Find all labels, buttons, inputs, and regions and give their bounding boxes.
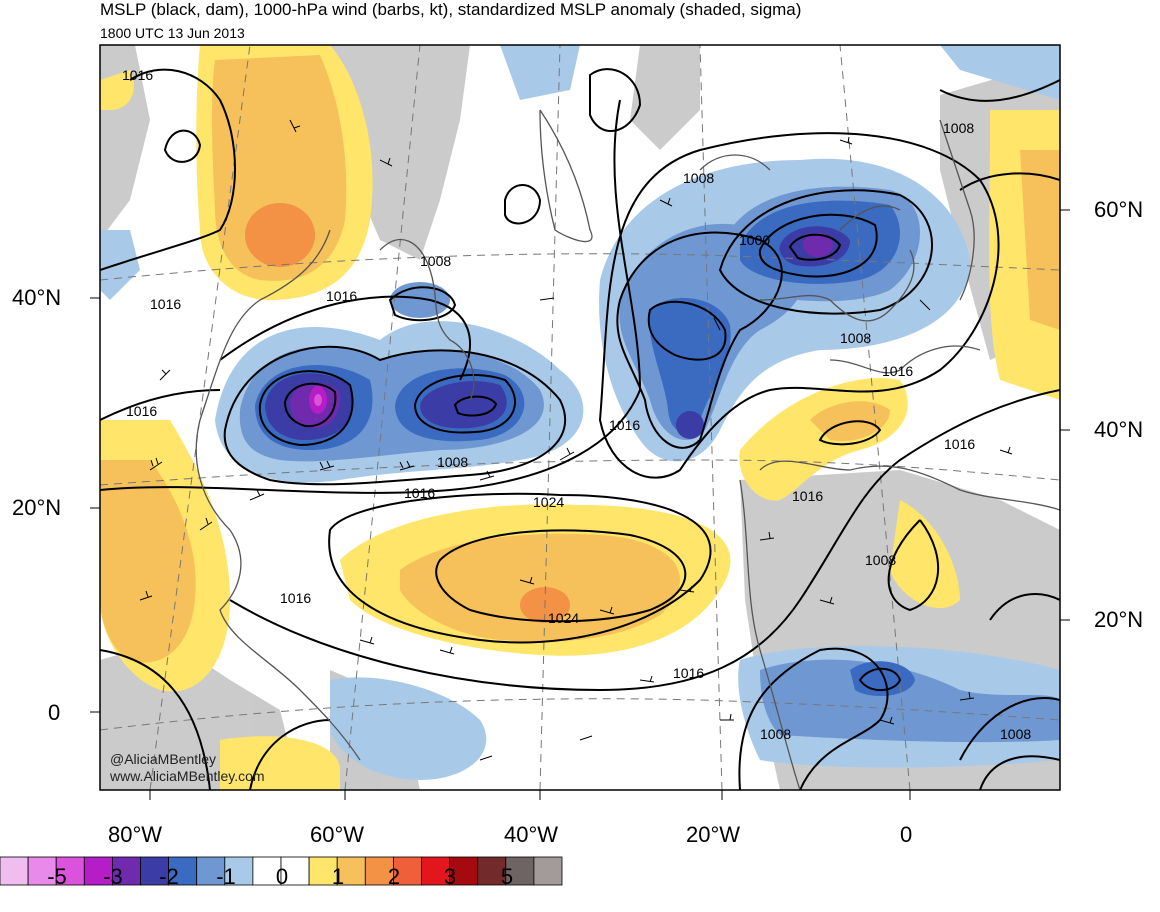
contour-label: 1008	[1000, 726, 1031, 742]
colorbar-label: -3	[103, 864, 123, 889]
colorbar-swatch	[336, 856, 366, 886]
colorbar-label: -2	[159, 864, 179, 889]
colorbar-swatch	[308, 856, 338, 886]
contour-label: 1016	[280, 590, 311, 606]
colorbar-label: 1	[331, 864, 345, 889]
contour-label: 1008	[683, 170, 714, 186]
map-plot-area	[100, 45, 1060, 790]
colorbar-swatch	[140, 856, 170, 886]
contour-label: 1008	[437, 454, 468, 470]
credit-handle: @AliciaMBentley	[110, 751, 216, 767]
colorbar-label: 3	[443, 864, 457, 889]
colorbar-swatch	[0, 856, 29, 886]
colorbar-label: 2	[387, 864, 401, 889]
wind-barbs-layer	[139, 119, 1013, 761]
lon-tick-label: 40°W	[504, 822, 559, 847]
lon-tick-label: 60°W	[310, 822, 365, 847]
credit-text: @AliciaMBentley www.AliciaMBentley.com	[109, 751, 265, 784]
contour-label: 1016	[792, 488, 823, 504]
isobar-layer	[100, 68, 1060, 790]
colorbar-swatch	[449, 856, 479, 886]
contour-label: 1016	[326, 288, 357, 304]
contour-label: 1008	[760, 726, 791, 742]
contour-label: 1008	[943, 120, 974, 136]
credit-url: www.AliciaMBentley.com	[109, 768, 265, 784]
contour-label: 1000	[739, 232, 770, 248]
colorbar-label: 5	[500, 864, 514, 889]
colorbar-swatch	[280, 856, 310, 886]
colorbar	[0, 856, 563, 886]
lat-tick-label: 40°N	[12, 285, 62, 310]
colorbar-swatch	[533, 856, 563, 886]
lat-tick-label: 40°N	[1094, 417, 1144, 442]
contour-label: 1024	[548, 610, 579, 626]
lat-tick-label: 60°N	[1094, 197, 1144, 222]
colorbar-swatch	[392, 856, 422, 886]
lat-tick-label: 0	[48, 700, 61, 725]
contour-label: 1016	[882, 363, 913, 379]
colorbar-swatch	[224, 856, 254, 886]
plot-frame	[99, 44, 1061, 791]
colorbar-label: -1	[216, 864, 236, 889]
contour-labels: 1016 1016 1016 1008 1016 1016 1008 1016 …	[122, 67, 1031, 742]
axis-ticks	[90, 209, 1070, 800]
colorbar-swatch	[364, 856, 394, 886]
contour-label: 1016	[404, 485, 435, 501]
lat-tick-label: 20°N	[12, 495, 62, 520]
colorbar-label: 0	[275, 864, 289, 889]
contour-label: 1016	[126, 403, 157, 419]
lon-tick-label: 80°W	[108, 822, 163, 847]
map-title: MSLP (black, dam), 1000-hPa wind (barbs,…	[100, 0, 802, 19]
contour-label: 1008	[865, 552, 896, 568]
contour-label: 1008	[840, 330, 871, 346]
contour-label: 1024	[533, 494, 564, 510]
contour-label: 1016	[609, 417, 640, 433]
contour-label: 1016	[150, 296, 181, 312]
positive-anomaly-layer	[100, 45, 1060, 790]
contour-label: 1016	[122, 67, 153, 83]
colorbar-swatch	[83, 856, 113, 886]
contour-label: 1016	[673, 665, 704, 681]
map-subtitle: 1800 UTC 13 Jun 2013	[100, 25, 245, 41]
contour-label: 1008	[420, 253, 451, 269]
colorbar-label: -5	[47, 864, 67, 889]
coastline-layer	[195, 109, 1060, 790]
colorbar-swatch	[505, 856, 535, 886]
contour-label: 1016	[944, 436, 975, 452]
lat-tick-label: 20°N	[1094, 607, 1144, 632]
graticule-layer	[100, 45, 1060, 790]
lon-tick-label: 0	[900, 822, 913, 847]
colorbar-swatch	[477, 856, 507, 886]
lon-tick-label: 20°W	[686, 822, 741, 847]
